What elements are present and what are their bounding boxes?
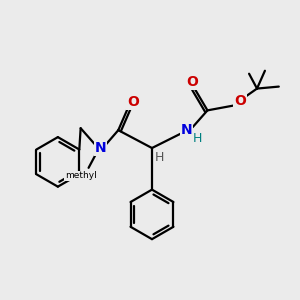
Text: O: O [187, 75, 199, 88]
Text: methyl: methyl [65, 171, 97, 180]
Text: O: O [127, 95, 139, 110]
Text: H: H [193, 132, 202, 145]
Text: N: N [181, 123, 193, 137]
Text: O: O [234, 94, 246, 109]
Text: N: N [95, 141, 106, 155]
Text: H: H [155, 152, 165, 164]
